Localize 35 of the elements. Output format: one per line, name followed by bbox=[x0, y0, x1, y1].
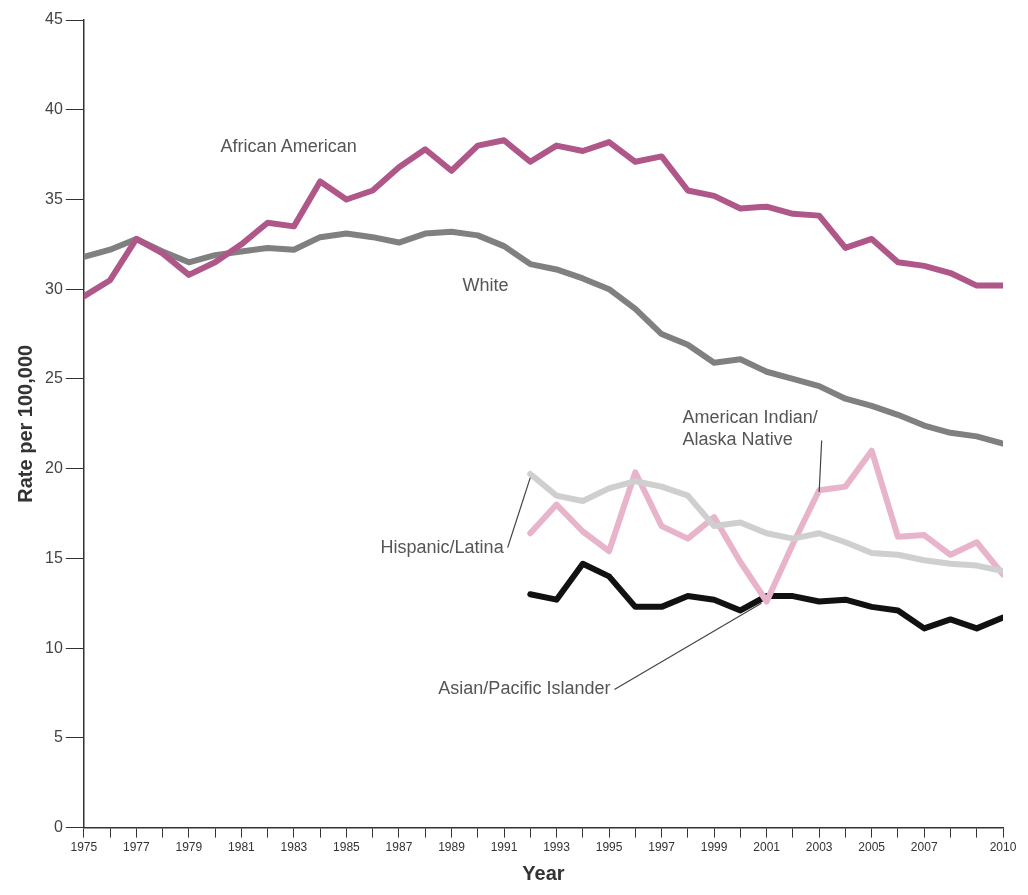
y-tick-label: 10 bbox=[45, 638, 63, 656]
y-tick-label: 35 bbox=[45, 189, 63, 207]
y-tick-label: 5 bbox=[53, 728, 63, 746]
x-axis-title: Year bbox=[522, 861, 565, 884]
x-tick-label: 1999 bbox=[700, 840, 728, 855]
y-tick-label: 45 bbox=[45, 10, 63, 28]
y-tick-label: 30 bbox=[45, 279, 63, 297]
text: Asian/Pacific Islander bbox=[438, 678, 611, 699]
y-tick-label: 15 bbox=[45, 548, 63, 566]
x-tick-label: 1979 bbox=[175, 840, 203, 855]
x-tick-label: 1987 bbox=[385, 840, 413, 855]
x-tick-label: 2003 bbox=[805, 840, 833, 855]
x-tick-label: 1983 bbox=[280, 840, 308, 855]
x-tick-label: 2001 bbox=[753, 840, 781, 855]
x-tick-label: 2005 bbox=[858, 840, 886, 855]
series-label: White bbox=[462, 274, 509, 295]
y-axis-title: Rate per 100,000 bbox=[13, 344, 36, 503]
text: American Indian/ Alaska Native bbox=[682, 407, 818, 450]
text: Hispanic/Latina bbox=[380, 536, 505, 557]
text: African American bbox=[220, 136, 357, 157]
x-tick-label: 1997 bbox=[648, 840, 676, 855]
x-tick-label: 2010 bbox=[989, 840, 1017, 855]
x-tick-label: 1981 bbox=[228, 840, 256, 855]
y-tick-label: 40 bbox=[45, 100, 63, 118]
y-tick-label: 0 bbox=[53, 818, 63, 836]
y-tick-label: 25 bbox=[45, 369, 63, 387]
x-tick-label: 2007 bbox=[910, 840, 938, 855]
x-tick-label: 1975 bbox=[70, 840, 98, 855]
x-tick-label: 1991 bbox=[490, 840, 518, 855]
x-tick-label: 1995 bbox=[595, 840, 623, 855]
x-tick-label: 1989 bbox=[438, 840, 466, 855]
x-tick-label: 1993 bbox=[543, 840, 571, 855]
y-tick-label: 20 bbox=[45, 459, 63, 477]
x-tick-label: 1985 bbox=[333, 840, 361, 855]
x-tick-label: 1977 bbox=[122, 840, 150, 855]
